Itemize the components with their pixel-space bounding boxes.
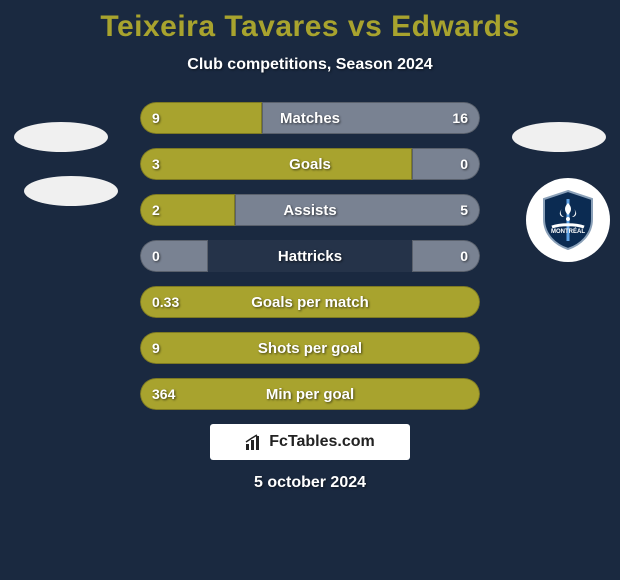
montreal-crest-icon: MONTRÉAL (540, 189, 596, 251)
bar-value-right: 5 (460, 194, 468, 226)
chart-icon (245, 433, 263, 451)
bar-row: 0.33Goals per match (140, 286, 480, 318)
bar-row: 2Assists5 (140, 194, 480, 226)
compare-bars: 9Matches163Goals02Assists50Hattricks00.3… (140, 102, 480, 410)
bar-row: 364Min per goal (140, 378, 480, 410)
bar-row: 3Goals0 (140, 148, 480, 180)
svg-text:MONTRÉAL: MONTRÉAL (551, 227, 585, 235)
bar-label: Min per goal (140, 378, 480, 410)
bar-label: Assists (140, 194, 480, 226)
subtitle: Club competitions, Season 2024 (0, 56, 620, 74)
page-title: Teixeira Tavares vs Edwards (0, 0, 620, 44)
bar-label: Shots per goal (140, 332, 480, 364)
team-badge-left-1 (14, 122, 108, 152)
bar-value-right: 16 (452, 102, 468, 134)
bar-value-right: 0 (460, 240, 468, 272)
date-text: 5 october 2024 (0, 474, 620, 492)
bar-row: 9Matches16 (140, 102, 480, 134)
bar-row: 0Hattricks0 (140, 240, 480, 272)
bar-label: Goals (140, 148, 480, 180)
team-badge-right-2: MONTRÉAL (526, 178, 610, 262)
bar-value-right: 0 (460, 148, 468, 180)
bar-label: Hattricks (140, 240, 480, 272)
team-badge-left-2 (24, 176, 118, 206)
bar-label: Matches (140, 102, 480, 134)
watermark: FcTables.com (210, 424, 410, 460)
watermark-text: FcTables.com (269, 433, 375, 451)
bar-row: 9Shots per goal (140, 332, 480, 364)
bar-label: Goals per match (140, 286, 480, 318)
team-badge-right-1 (512, 122, 606, 152)
